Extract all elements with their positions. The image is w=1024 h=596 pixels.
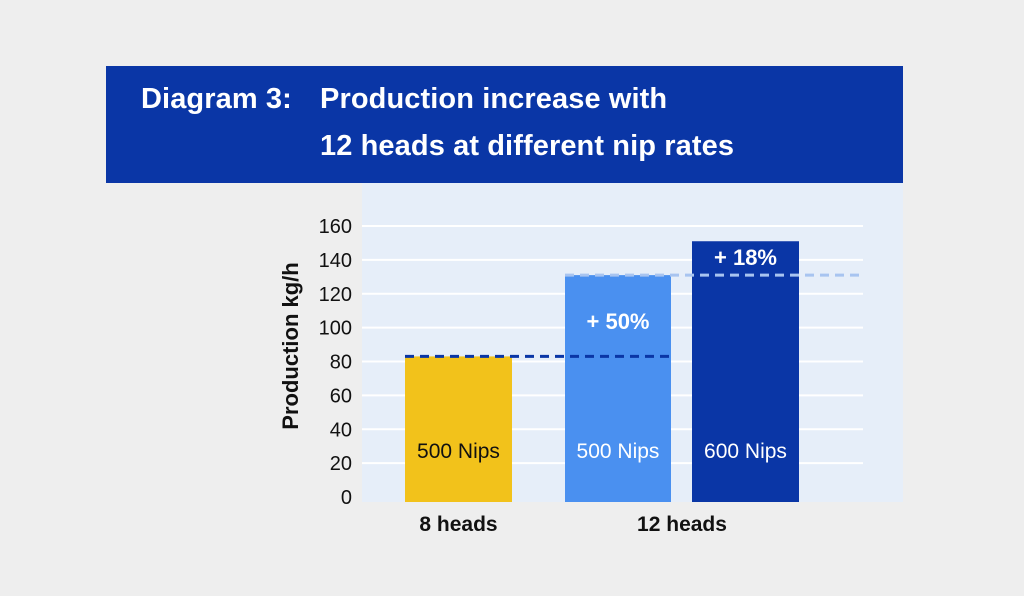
y-tick-label: 140 [319,250,352,272]
bar-label: 500 Nips [417,440,500,463]
bar [565,275,671,502]
annotation-18-percent: + 18% [714,245,777,270]
bar-label: 500 Nips [577,440,660,463]
bar-label: 600 Nips [704,440,787,463]
y-tick-label: 20 [330,453,352,475]
x-group-label: 12 heads [637,513,727,536]
annotation-50-percent: + 50% [587,309,650,334]
title-line-1: Production increase with [320,83,668,115]
y-tick-label: 160 [319,216,352,238]
title-line-2: 12 heads at different nip rates [320,130,735,162]
y-tick-label: 100 [319,318,352,340]
title-prefix: Diagram 3: [141,83,292,115]
y-tick-label: 40 [330,419,352,441]
y-tick-label: 0 [341,487,352,509]
y-tick-label: 120 [319,284,352,306]
x-group-label: 8 heads [419,513,497,536]
y-axis-label: Production kg/h [278,262,303,429]
y-tick-label: 60 [330,385,352,407]
y-tick-label: 80 [330,352,352,374]
title-banner: Diagram 3: Production increase with 12 h… [106,66,903,183]
bar [405,356,512,502]
bar [692,241,799,502]
